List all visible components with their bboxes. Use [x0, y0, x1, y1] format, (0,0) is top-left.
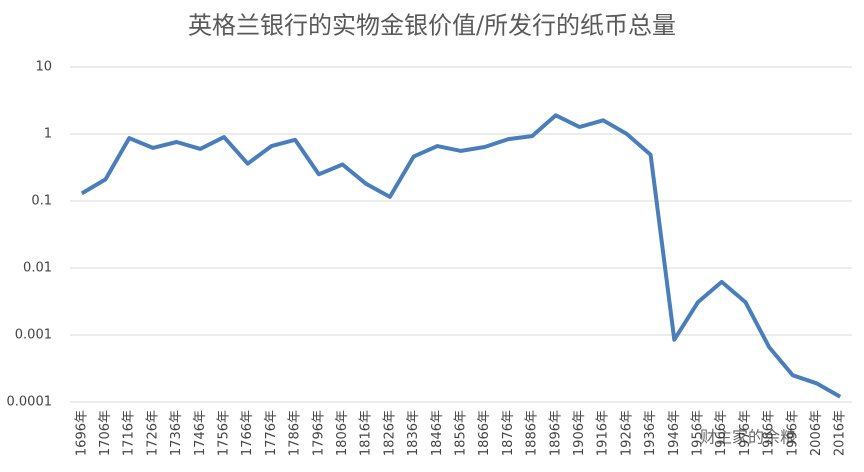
x-tick-label: 1876年	[501, 410, 516, 456]
x-tick-label: 1786年	[288, 410, 303, 456]
x-tick-label: 1816年	[359, 410, 374, 456]
x-tick-label: 1766年	[240, 410, 255, 456]
x-tick-label: 1856年	[454, 410, 469, 456]
y-tick-label: 0.001	[15, 328, 52, 343]
x-tick-label: 1956年	[690, 410, 705, 456]
x-tick-label: 1706年	[98, 410, 113, 456]
y-tick-label: 0.1	[31, 194, 52, 209]
x-tick-label: 1886年	[525, 410, 540, 456]
x-tick-label: 1746年	[193, 410, 208, 456]
x-tick-label: 1836年	[406, 410, 421, 456]
watermark: 财主家的余粮	[700, 428, 796, 447]
x-tick-label: 1906年	[572, 410, 587, 456]
x-tick-label: 1696年	[74, 410, 89, 456]
x-tick-label: 1986年	[762, 410, 777, 456]
x-tick-label: 1826年	[382, 410, 397, 456]
x-tick-label: 1996年	[785, 410, 800, 456]
x-tick-label: 1896年	[548, 410, 563, 456]
y-tick-label: 10	[35, 60, 52, 75]
x-tick-label: 1846年	[430, 410, 445, 456]
x-tick-label: 1736年	[169, 410, 184, 456]
x-tick-label: 1726年	[145, 410, 160, 456]
x-tick-label: 1756年	[217, 410, 232, 456]
chart-title: 英格兰银行的实物金银价值/所发行的纸币总量	[188, 12, 676, 40]
x-tick-label: 1796年	[311, 410, 326, 456]
x-tick-label: 1926年	[619, 410, 634, 456]
y-tick-label: 1	[44, 127, 52, 142]
x-tick-label: 1776年	[264, 410, 279, 456]
x-tick-label: 1716年	[122, 410, 137, 456]
x-tick-label: 1946年	[667, 410, 682, 456]
x-tick-label: 2006年	[809, 410, 824, 456]
data-line	[80, 113, 842, 399]
x-tick-label: 1866年	[477, 410, 492, 456]
x-tick-label: 1806年	[335, 410, 350, 456]
x-tick-label: 1966年	[714, 410, 729, 456]
x-tick-label: 1976年	[738, 410, 753, 456]
x-tick-label: 1936年	[643, 410, 658, 456]
y-tick-label: 0.0001	[7, 395, 53, 410]
y-tick-label: 0.01	[23, 261, 52, 276]
x-tick-label: 2016年	[833, 410, 848, 456]
x-tick-label: 1916年	[596, 410, 611, 456]
